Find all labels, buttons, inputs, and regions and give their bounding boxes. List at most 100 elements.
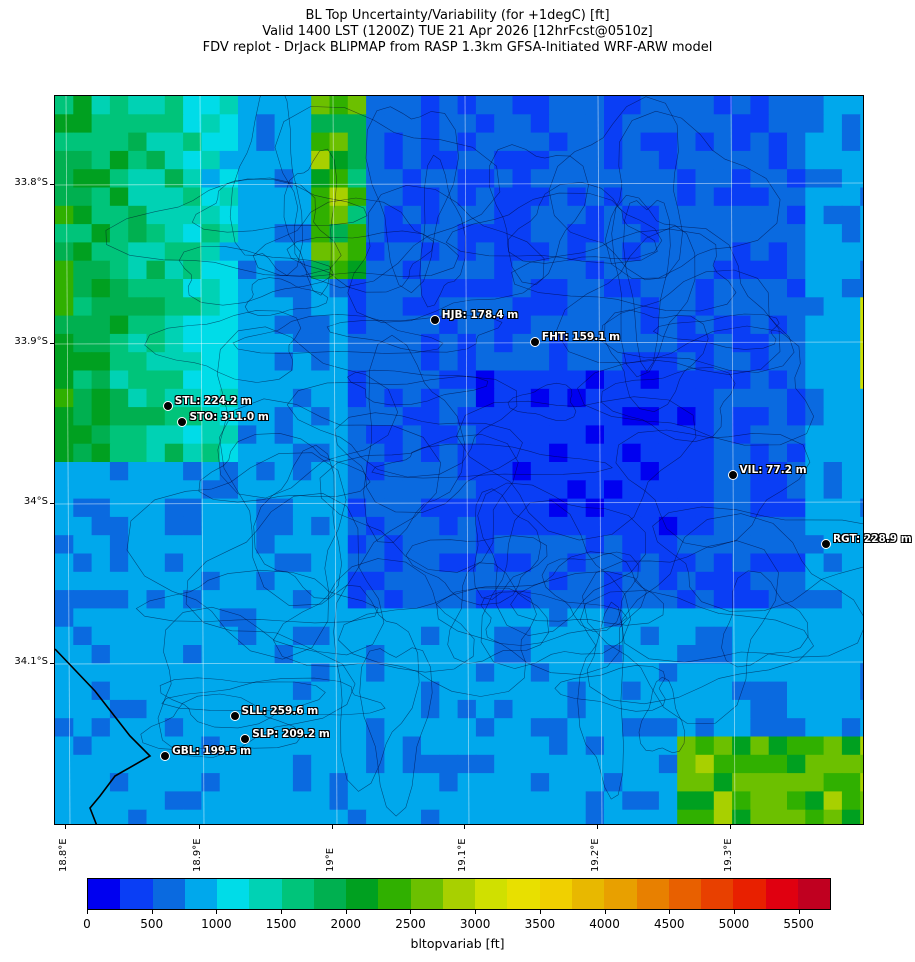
grid-cell [475, 663, 495, 683]
grid-cell [91, 187, 111, 207]
station-marker[interactable] [529, 337, 540, 348]
grid-cell [457, 718, 477, 737]
grid-cell [658, 535, 678, 554]
grid-cell [311, 169, 330, 188]
grid-cell [695, 388, 715, 408]
grid-cell [768, 279, 788, 298]
grid-cell [238, 645, 257, 664]
grid-cell [439, 553, 459, 573]
grid-cell [494, 736, 513, 756]
grid-cell [55, 388, 74, 408]
grid-cell [677, 498, 696, 518]
grid-cell [787, 608, 806, 628]
terrain-contour [333, 584, 420, 792]
grid-cell [329, 205, 349, 225]
grid-cell [860, 150, 863, 170]
grid-cell [823, 626, 843, 646]
grid-cell [841, 370, 861, 390]
grid-cell [128, 608, 147, 628]
station-marker[interactable] [177, 417, 188, 428]
station-marker[interactable] [727, 469, 738, 480]
map-area[interactable] [54, 95, 864, 825]
grid-cell [366, 754, 385, 774]
grid-cell [109, 608, 129, 628]
grid-cell [402, 224, 422, 243]
grid-cell [604, 663, 623, 683]
grid-cell [421, 169, 440, 188]
grid-cell [512, 462, 532, 481]
grid-cell [311, 388, 330, 408]
grid-cell [347, 150, 367, 170]
grid-cell [512, 754, 532, 774]
grid-cell [366, 773, 385, 792]
grid-cell [201, 260, 221, 280]
grid-cell [439, 425, 459, 445]
grid-cell [201, 370, 221, 390]
grid-cell [91, 169, 111, 188]
grid-cell [549, 590, 568, 609]
grid-cell [109, 718, 129, 737]
grid-cell [805, 169, 825, 188]
grid-cell [347, 553, 367, 573]
colorbar-tick-label: 4000 [589, 917, 620, 931]
grid-cell [164, 297, 184, 317]
grid-cell [164, 224, 184, 243]
grid-cell [768, 96, 788, 115]
grid-cell [823, 224, 843, 243]
grid-cell [549, 96, 568, 115]
grid-cell [677, 516, 696, 536]
grid-cell [567, 242, 587, 262]
colorbar-swatch [120, 879, 153, 909]
station-marker[interactable] [162, 401, 173, 412]
grid-cell [787, 169, 806, 188]
station-marker[interactable] [229, 711, 240, 722]
station-marker[interactable] [820, 538, 831, 549]
grid-cell [549, 205, 568, 225]
grid-cell [494, 809, 513, 824]
lat-label: 34°S [23, 496, 48, 507]
grid-cell [713, 443, 733, 463]
grid-cell [311, 553, 330, 573]
grid-cell [732, 718, 751, 737]
grid-cell [311, 370, 330, 390]
grid-cell [73, 516, 93, 536]
terrain-contour [252, 197, 459, 277]
grid-cell [713, 718, 733, 737]
grid-cell [823, 333, 843, 353]
grid-cell [475, 516, 495, 536]
grid-cell [457, 754, 477, 774]
grid-cell [457, 224, 477, 243]
grid-cell [128, 352, 147, 371]
grid-cell [750, 388, 770, 408]
grid-cell [622, 407, 642, 426]
grid-cell [329, 553, 349, 573]
grid-cell [311, 96, 330, 115]
grid-cell [421, 516, 440, 536]
grid-cell [713, 388, 733, 408]
grid-cell [73, 333, 93, 353]
grid-cell [146, 791, 166, 811]
grid-cell [366, 736, 385, 756]
grid-cell [219, 809, 239, 824]
grid-cell [256, 443, 276, 463]
terrain-contour [577, 601, 624, 800]
grid-cell [109, 242, 129, 262]
grid-cell [604, 297, 623, 317]
grid-cell [183, 132, 202, 152]
grid-cell [128, 260, 147, 280]
grid-cell [91, 388, 111, 408]
grid-cell [841, 754, 861, 774]
grid-cell [91, 224, 111, 243]
grid-cell [128, 279, 147, 298]
grid-cell [530, 462, 550, 481]
grid-cell [494, 443, 513, 463]
station-marker[interactable] [240, 733, 251, 744]
grid-cell [732, 809, 751, 824]
station-marker[interactable] [429, 314, 440, 325]
grid-cell [695, 407, 715, 426]
station-marker[interactable] [160, 751, 171, 762]
grid-cell [677, 96, 696, 115]
grid-cell [109, 681, 129, 701]
grid-cell [384, 279, 404, 298]
grid-cell [604, 645, 623, 664]
